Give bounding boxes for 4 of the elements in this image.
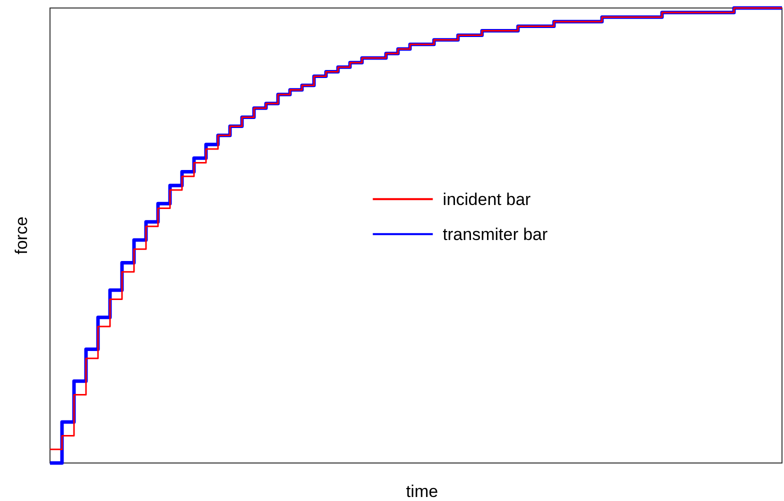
- y-axis-title: force: [12, 216, 31, 254]
- legend-label: transmiter bar: [442, 225, 548, 244]
- legend-label: incident bar: [442, 190, 532, 210]
- x-axis-title: time: [406, 482, 438, 501]
